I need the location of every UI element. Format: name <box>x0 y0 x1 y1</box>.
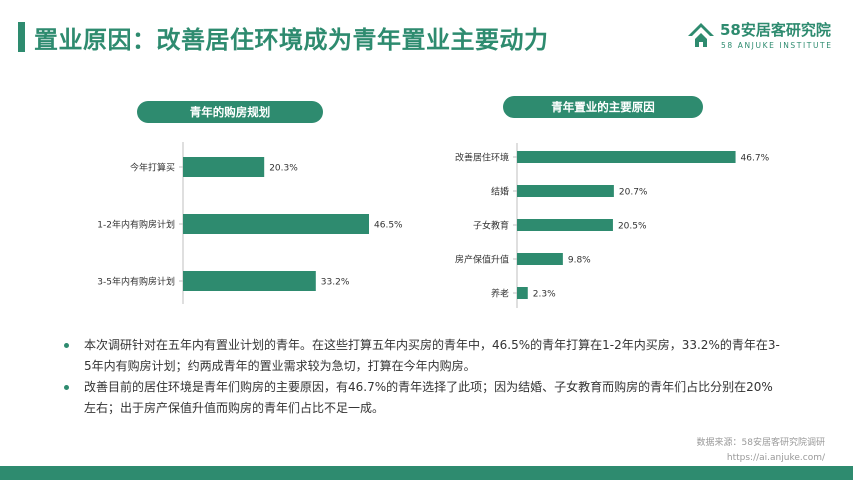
category-label: 3-5年内有购房计划 <box>97 276 175 288</box>
bar <box>183 214 369 234</box>
finding-item: 改善目前的居住环境是青年们购房的主要原因，有46.7%的青年选择了此项；因为结婚… <box>64 377 784 419</box>
chart-2-title: 青年置业的主要原因 <box>503 96 703 118</box>
source-url: https://ai.anjuke.com/ <box>726 453 825 463</box>
house-logo-icon <box>688 23 714 47</box>
logo-name: 58安居客研究院 <box>720 21 831 39</box>
value-label: 20.7% <box>619 188 648 198</box>
value-label: 46.5% <box>374 221 403 231</box>
bullet-dot-icon <box>64 343 69 348</box>
page-title: 置业原因：改善居住环境成为青年置业主要动力 <box>34 26 549 54</box>
logo-subtitle: 58 ANJUKE INSTITUTE <box>721 41 833 50</box>
findings-list: 本次调研针对在五年内有置业计划的青年。在这些打算五年内买房的青年中，46.5%的… <box>64 335 784 419</box>
category-label: 结婚 <box>491 186 509 198</box>
charts-canvas: 今年打算买 20.3% 1-2年内有购房计划 46.5% 3-5年内有购房计划 33.2%… <box>97 142 770 308</box>
bar <box>183 271 316 291</box>
value-label: 9.8% <box>568 256 591 266</box>
chart-purchase-reasons: 改善居住环境 46.7% 结婚 20.7% 子女教育 20.5% 房产保值升值 9.8% 养老 2… <box>455 143 770 308</box>
finding-item: 本次调研针对在五年内有置业计划的青年。在这些打算五年内买房的青年中，46.5%的… <box>64 335 784 377</box>
data-source: 数据来源：58安居客研究院调研 https://ai.anjuke.com/ <box>697 436 825 466</box>
bar <box>517 219 613 231</box>
category-label: 房产保值升值 <box>455 254 509 266</box>
bar <box>517 253 563 265</box>
title-accent-bar <box>18 22 25 52</box>
value-label: 2.3% <box>533 290 556 300</box>
finding-text: 改善目前的居住环境是青年们购房的主要原因，有46.7%的青年选择了此项；因为结婚… <box>84 380 773 415</box>
chart-purchase-plan: 今年打算买 20.3% 1-2年内有购房计划 46.5% 3-5年内有购房计划 33.2% <box>97 142 403 304</box>
chart-1-title: 青年的购房规划 <box>137 101 323 123</box>
value-label: 20.5% <box>618 222 647 232</box>
category-label: 1-2年内有购房计划 <box>97 219 175 231</box>
category-label: 今年打算买 <box>130 162 175 174</box>
brand-logo: 58安居客研究院 58 ANJUKE INSTITUTE <box>686 17 846 57</box>
category-label: 子女教育 <box>473 220 509 232</box>
source-label: 数据来源：58安居客研究院调研 <box>696 438 825 448</box>
category-label: 养老 <box>491 288 509 300</box>
bar <box>517 287 528 299</box>
value-label: 20.3% <box>269 164 298 174</box>
category-label: 改善居住环境 <box>455 152 509 164</box>
bullet-dot-icon <box>64 385 69 390</box>
bar <box>517 185 614 197</box>
value-label: 46.7% <box>741 154 770 164</box>
footer-bar <box>0 466 853 480</box>
bar <box>183 157 265 177</box>
bar <box>517 151 736 163</box>
value-label: 33.2% <box>321 278 350 288</box>
finding-text: 本次调研针对在五年内有置业计划的青年。在这些打算五年内买房的青年中，46.5%的… <box>84 338 780 373</box>
